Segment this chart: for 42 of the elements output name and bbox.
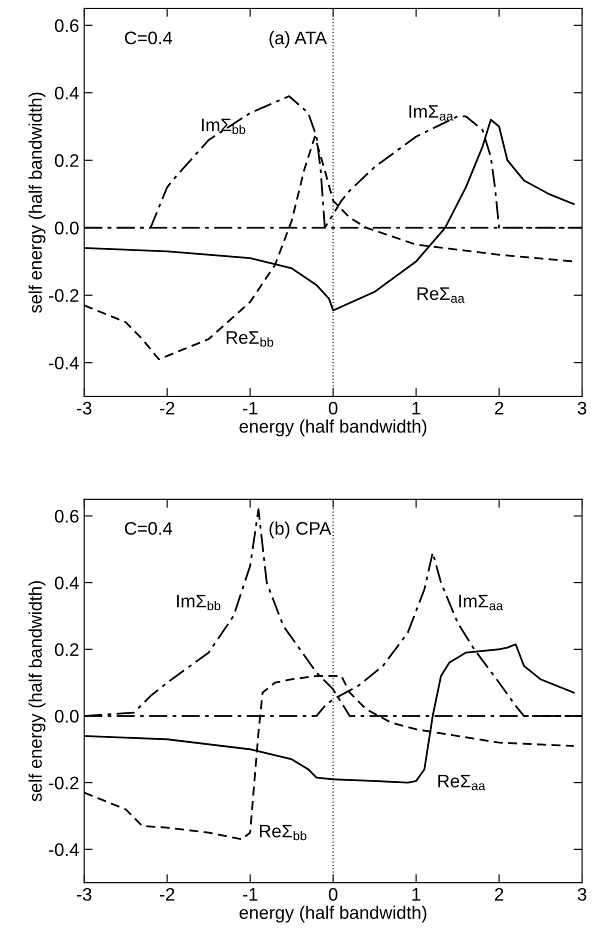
text: (a) ATA (270, 31, 327, 48)
y-tick-label: 0.4 (54, 86, 79, 100)
y-tick-label: 0.2 (54, 154, 78, 167)
x-axis-title: energy (half bandwidth) (240, 906, 426, 923)
x-tick-label: 3 (578, 402, 586, 415)
x-tick-label: -3 (76, 402, 92, 415)
x-tick-label: 1 (412, 888, 420, 901)
series-label: ImΣ$_{aa}$ (409, 105, 454, 121)
series-label: ReΣ$_{bb}$ (226, 331, 274, 347)
series-label: ImΣ$_{aa}$ (459, 594, 504, 610)
x-axis-title: energy (half bandwidth) (240, 420, 426, 436)
series-label: ReΣ$_{aa}$ (418, 287, 465, 303)
series-label: ReΣ$_{aa}$ (438, 774, 486, 790)
annotation: C=0.4 (124, 32, 172, 44)
x-tick-label: 2 (494, 402, 504, 414)
x-tick-label: 2 (494, 888, 504, 901)
x-tick-label: -2 (160, 402, 174, 414)
series-label: ImΣ$_{bb}$ (177, 594, 220, 610)
y-tick-label: -0.4 (49, 843, 79, 856)
x-tick-label: 0 (328, 888, 338, 901)
series-label: ImΣ$_{bb}$ (202, 118, 246, 134)
x-tick-label: 0 (328, 402, 338, 415)
x-tick-label: -2 (160, 888, 174, 901)
x-tick-label: 3 (578, 888, 586, 901)
text: (b) CPA (270, 522, 332, 538)
x-tick-label: -1 (242, 402, 258, 414)
x-tick-label: -1 (242, 888, 258, 901)
y-tick-label: 0.2 (54, 643, 78, 656)
y-tick-label: -0.4 (49, 356, 79, 370)
y-tick-label: 0.6 (54, 510, 79, 523)
y-tick-label: 0.0 (54, 222, 79, 234)
x-tick-label: -3 (76, 888, 92, 901)
y-tick-label: 0.0 (54, 710, 79, 723)
annotation: C=0.4 (124, 522, 172, 535)
x-tick-label: 1 (412, 402, 420, 414)
y-tick-label: 0.4 (54, 576, 79, 590)
series-label: ReΣ$_{bb}$ (260, 824, 306, 840)
y-tick-label: -0.2 (49, 289, 78, 302)
y-axis-title: self energy (half bandwidth) (28, 92, 46, 313)
y-axis-title: self energy (half bandwidth) (28, 581, 46, 802)
y-tick-label: -0.2 (49, 776, 78, 790)
y-tick-label: 0.6 (54, 19, 79, 32)
